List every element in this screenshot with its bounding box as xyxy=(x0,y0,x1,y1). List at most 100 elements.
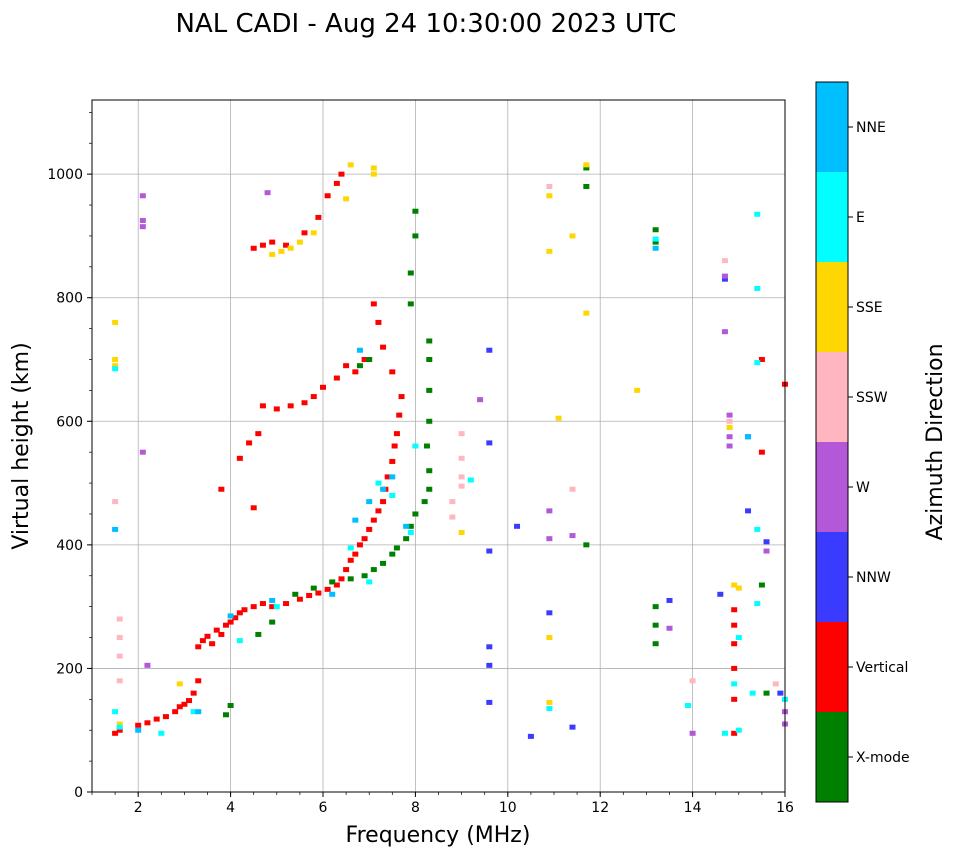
echo-point xyxy=(162,714,169,720)
y-axis-ticks: 0 200 400 600 800 1000 xyxy=(47,112,92,801)
echo-point xyxy=(218,631,225,637)
echo-point xyxy=(486,662,493,668)
echo-point xyxy=(135,722,142,728)
echo-point xyxy=(310,394,317,400)
echo-point xyxy=(486,699,493,705)
echo-point xyxy=(407,270,414,276)
echo-point xyxy=(324,193,331,199)
colorbar-segment xyxy=(816,712,848,802)
echo-point xyxy=(116,653,123,659)
echo-point xyxy=(546,706,553,712)
colorbar-tick-label: Vertical xyxy=(856,660,908,676)
echo-point xyxy=(306,593,313,599)
echo-point xyxy=(652,245,659,251)
echo-point xyxy=(361,536,368,542)
echo-point xyxy=(172,709,179,715)
echo-point xyxy=(449,499,456,505)
echo-point xyxy=(366,579,373,585)
echo-point xyxy=(112,499,119,505)
echo-point xyxy=(380,344,387,350)
echo-point xyxy=(259,403,266,409)
colorbar-tick-label: W xyxy=(856,480,870,496)
echo-point xyxy=(758,357,765,362)
echo-point xyxy=(370,165,377,171)
echo-point xyxy=(546,635,553,641)
echo-point xyxy=(347,557,354,563)
echo-point xyxy=(116,724,123,730)
echo-point xyxy=(222,712,229,718)
echo-point xyxy=(181,701,188,707)
echo-point xyxy=(721,730,728,736)
y-tick-label: 800 xyxy=(56,291,83,307)
echo-point xyxy=(731,730,738,736)
echo-point xyxy=(726,424,733,430)
echo-point xyxy=(745,434,752,440)
echo-point xyxy=(546,699,553,705)
echo-point xyxy=(726,418,733,424)
echo-point xyxy=(689,678,696,684)
echo-point xyxy=(652,622,659,628)
echo-point xyxy=(754,601,761,607)
y-tick-label: 0 xyxy=(74,785,83,801)
echo-point xyxy=(763,548,770,554)
echo-point xyxy=(310,230,317,236)
echo-point xyxy=(763,690,770,696)
echo-point xyxy=(467,477,474,483)
echo-point xyxy=(375,319,382,325)
echo-point xyxy=(199,638,206,644)
echo-point xyxy=(412,233,419,239)
echo-point xyxy=(666,597,673,603)
echo-point xyxy=(731,641,738,647)
x-tick-label: 6 xyxy=(319,800,328,816)
echo-point xyxy=(423,443,430,449)
echo-point xyxy=(731,622,738,628)
echo-point xyxy=(329,591,336,597)
echo-point xyxy=(250,505,257,511)
x-tick-label: 8 xyxy=(411,800,420,816)
echo-point xyxy=(486,548,493,554)
echo-point xyxy=(320,384,326,390)
echo-point xyxy=(745,508,752,514)
echo-point xyxy=(652,641,659,647)
echo-point xyxy=(758,582,765,588)
echo-point xyxy=(273,604,280,610)
x-axis-ticks: 2 4 6 8 10 12 14 16 xyxy=(91,792,794,816)
echo-point xyxy=(458,530,465,535)
echo-point xyxy=(717,591,724,597)
echo-point xyxy=(721,276,728,282)
echo-point xyxy=(287,245,294,251)
echo-point xyxy=(315,590,322,596)
x-tick-label: 12 xyxy=(591,800,609,816)
echo-point xyxy=(758,449,765,455)
echo-point xyxy=(296,239,303,245)
echo-point xyxy=(250,245,257,251)
echo-point xyxy=(236,610,243,616)
echo-point xyxy=(139,449,146,455)
echo-point xyxy=(218,486,225,492)
colorbar-segment xyxy=(816,82,848,172)
echo-point xyxy=(213,627,220,633)
echo-point xyxy=(227,619,234,625)
echo-point xyxy=(393,545,400,551)
echo-point xyxy=(287,403,294,409)
echo-point xyxy=(352,551,359,557)
echo-point xyxy=(250,604,257,610)
echo-point xyxy=(514,523,521,529)
echo-point xyxy=(356,347,363,353)
echo-point xyxy=(139,224,146,230)
echo-point xyxy=(278,248,285,254)
echo-point xyxy=(139,193,146,199)
colorbar-tick-label: SSW xyxy=(856,390,888,406)
y-axis-label: Virtual height (km) xyxy=(9,342,34,549)
colorbar-tick-label: E xyxy=(856,210,865,226)
echo-point xyxy=(343,196,350,202)
y-tick-label: 1000 xyxy=(47,167,83,183)
echo-point xyxy=(652,236,659,242)
echo-point xyxy=(754,526,761,532)
echo-point xyxy=(389,492,396,498)
echo-point xyxy=(204,633,211,639)
echo-point xyxy=(301,230,308,236)
x-axis-label: Frequency (MHz) xyxy=(346,823,531,848)
echo-point xyxy=(412,511,419,517)
echo-point xyxy=(370,171,377,177)
